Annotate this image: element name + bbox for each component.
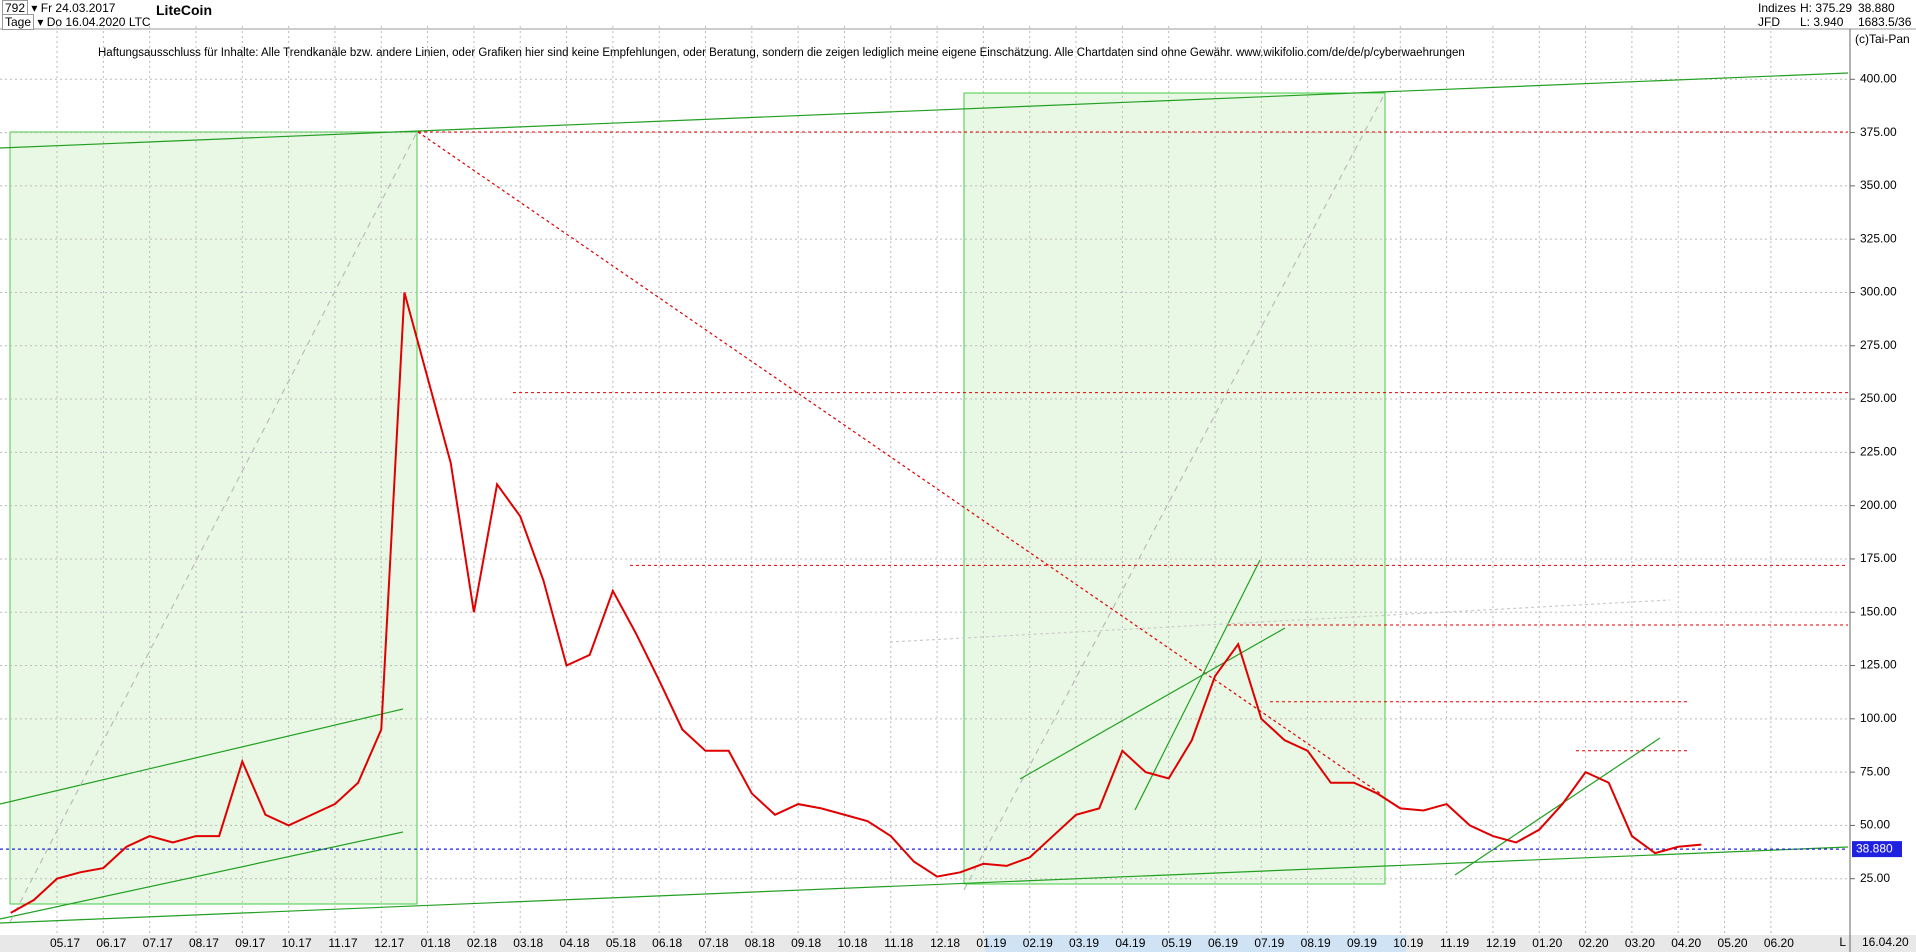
x-tick-label: 06.17 (96, 936, 126, 950)
copyright: (c)Tai-Pan (1855, 32, 1910, 46)
x-tick-label: 07.19 (1254, 936, 1284, 950)
trend-line (1454, 737, 1661, 876)
x-tick-label: 07.17 (143, 936, 173, 950)
trend-line (417, 131, 1382, 795)
x-tick-label: 08.19 (1301, 936, 1331, 950)
y-tick-label: 350.00 (1860, 178, 1897, 192)
range-box (963, 92, 1386, 885)
x-tick-label: 03.20 (1625, 936, 1655, 950)
group: Indizes (1758, 1, 1797, 15)
y-tick-label: 75.00 (1860, 764, 1890, 778)
high: H: 375.29 (1800, 1, 1853, 15)
y-tick-label: 150.00 (1860, 604, 1897, 618)
current-price-box (1852, 841, 1902, 858)
x-tick-label: 03.18 (513, 936, 543, 950)
y-tick-label: 175.00 (1860, 551, 1897, 565)
y-tick-label: 375.00 (1860, 125, 1897, 139)
x-tick-label: 12.18 (930, 936, 960, 950)
x-tick-label: 01.18 (421, 936, 451, 950)
trend-line (1134, 559, 1261, 811)
change: 1683.5/36 (1858, 15, 1912, 29)
y-tick-label: 25.00 (1860, 871, 1890, 885)
header-left: 792 ▾ Fr 24.03.2017 (2, 0, 116, 16)
x-tick-label: 11.17 (328, 936, 357, 950)
y-tick-label: 300.00 (1860, 285, 1897, 299)
x-tick-label: 06.19 (1208, 936, 1238, 950)
x-tick-label: 09.18 (791, 936, 821, 950)
x-tick-label: 05.18 (606, 936, 636, 950)
axis-end-date: 16.04.20 (1862, 935, 1909, 949)
period[interactable]: Tage (2, 14, 35, 30)
x-tick-label: 02.20 (1579, 936, 1609, 950)
x-tick-label: 11.19 (1440, 936, 1469, 950)
x-tick-label: 09.19 (1347, 936, 1377, 950)
x-tick-label: 01.20 (1532, 936, 1562, 950)
end-date: Do 16.04.2020 (46, 15, 126, 29)
low: L: 3.940 (1800, 15, 1844, 29)
y-tick-label: 325.00 (1860, 231, 1897, 245)
x-axis-highlight (985, 935, 1406, 952)
trend-line (0, 72, 1849, 149)
x-tick-label: 05.17 (50, 936, 80, 950)
trend-line (0, 831, 404, 920)
x-tick-label: 06.20 (1764, 936, 1794, 950)
trend-line (0, 846, 1849, 924)
x-tick-label: 02.19 (1023, 936, 1053, 950)
trend-line (1019, 627, 1286, 780)
x-tick-label: 10.19 (1393, 936, 1423, 950)
range-box (9, 131, 418, 905)
y-tick-label: 50.00 (1860, 818, 1890, 832)
start-date: Fr 24.03.2017 (40, 1, 116, 15)
instrument-name: LiteCoin (156, 2, 212, 18)
x-tick-label: 04.18 (560, 936, 590, 950)
y-tick-label: 125.00 (1860, 658, 1897, 672)
y-tick-label: 400.00 (1860, 71, 1897, 85)
y-tick-label: 100.00 (1860, 711, 1897, 725)
disclaimer: Haftungsausschluss für Inhalte: Alle Tre… (98, 47, 1465, 59)
y-tick-label: 225.00 (1860, 445, 1897, 459)
x-tick-label: 08.17 (189, 936, 219, 950)
axis-marker: L (1839, 935, 1846, 949)
symbol: LTC (128, 15, 151, 29)
y-tick-label: 250.00 (1860, 391, 1897, 405)
x-tick-label: 05.19 (1162, 936, 1192, 950)
x-tick-label: 07.18 (698, 936, 728, 950)
x-tick-label: 01.19 (976, 936, 1006, 950)
x-tick-label: 05.20 (1718, 936, 1748, 950)
x-tick-label: 11.18 (884, 936, 913, 950)
trend-line (889, 599, 1671, 643)
x-tick-label: 02.18 (467, 936, 497, 950)
x-tick-label: 03.19 (1069, 936, 1099, 950)
x-tick-label: 12.17 (374, 936, 404, 950)
x-tick-label: 06.18 (652, 936, 682, 950)
last: 38.880 (1858, 1, 1895, 15)
y-tick-label: 200.00 (1860, 498, 1897, 512)
x-tick-label: 12.19 (1486, 936, 1516, 950)
trend-line (9, 131, 418, 923)
current-price-label: 38.880 (1856, 841, 1893, 855)
x-tick-label: 09.17 (235, 936, 265, 950)
trend-line (0, 708, 404, 805)
x-tick-label: 10.18 (837, 936, 867, 950)
source: JFD (1758, 15, 1780, 29)
x-axis-band (0, 935, 1916, 952)
y-tick-label: 275.00 (1860, 338, 1897, 352)
price-line (10, 292, 1702, 914)
header-left-2: Tage ▾ Do 16.04.2020 LTC (2, 14, 151, 30)
x-tick-label: 08.18 (745, 936, 775, 950)
x-tick-label: 04.20 (1671, 936, 1701, 950)
trend-line (963, 92, 1386, 891)
count[interactable]: 792 (2, 0, 29, 16)
x-tick-label: 04.19 (1115, 936, 1145, 950)
x-tick-label: 10.17 (282, 936, 312, 950)
